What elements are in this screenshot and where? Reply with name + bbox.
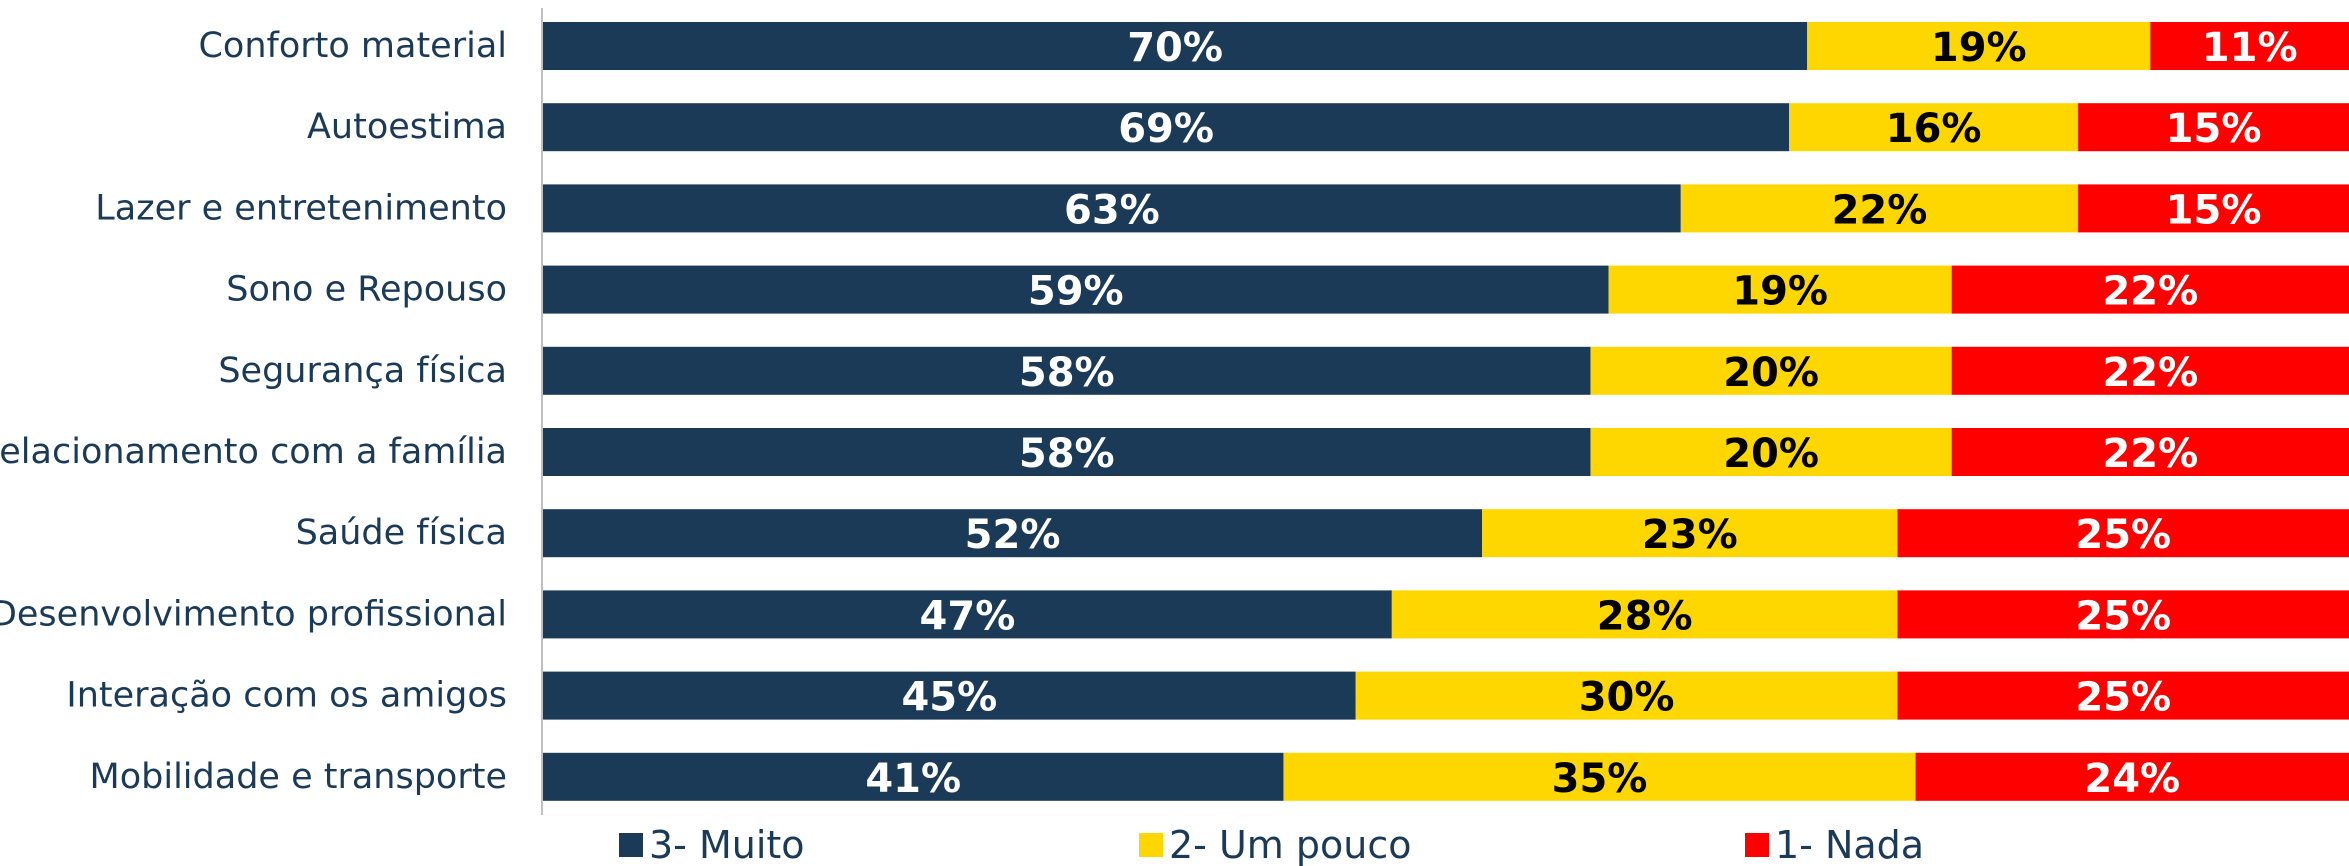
data-label: 23%: [1642, 512, 1738, 558]
bar-segment: [1680, 184, 2079, 233]
data-label: 25%: [2075, 512, 2171, 558]
data-label: 15%: [2166, 106, 2262, 152]
data-label: 58%: [1019, 350, 1115, 396]
data-label: 19%: [1931, 25, 2027, 71]
y-tick-label: Interação com os amigos: [66, 676, 507, 716]
data-label: 69%: [1118, 106, 1214, 152]
data-label: 20%: [1723, 350, 1819, 396]
data-label: 59%: [1028, 269, 1124, 315]
bar-segment: [1951, 346, 2349, 395]
y-tick-label: Desenvolvimento profissional: [0, 594, 507, 634]
bar-segment: [1590, 428, 1952, 476]
bar-segment: [1355, 671, 1898, 720]
data-label: 11%: [2202, 25, 2298, 71]
bar-segment: [1590, 346, 1952, 395]
bar-segment: [1482, 509, 1898, 558]
y-tick-label: Saúde física: [296, 513, 507, 553]
data-label: 47%: [920, 593, 1016, 639]
bar-segment: [1391, 590, 1898, 639]
bar-segment: [1283, 752, 1916, 801]
data-label: 19%: [1732, 269, 1828, 315]
y-tick-label: Relacionamento com a família: [0, 432, 507, 472]
data-label: 28%: [1597, 593, 1693, 639]
data-label: 52%: [965, 512, 1061, 558]
y-tick-label: Conforto material: [198, 26, 507, 66]
bar-segment: [1951, 265, 2349, 314]
data-label: 35%: [1552, 756, 1648, 802]
y-tick-label: Lazer e entretenimento: [95, 188, 507, 228]
bar-segment: [1897, 509, 2349, 558]
data-label: 41%: [865, 756, 961, 802]
y-tick-label: Sono e Repouso: [226, 270, 507, 310]
bar-segment: [543, 103, 1790, 152]
bar-segment: [543, 184, 1681, 233]
y-tick-label: Mobilidade e transporte: [90, 757, 507, 797]
data-label: 22%: [2102, 269, 2198, 315]
data-label: 25%: [2075, 593, 2171, 639]
bar-segment: [1608, 265, 1952, 314]
bar-segment: [543, 428, 1591, 476]
data-label: 24%: [2084, 756, 2180, 802]
bar-segment: [1915, 752, 2349, 801]
bar-segment: [1789, 103, 2079, 152]
data-label: 70%: [1127, 25, 1223, 71]
legend-label: 1- Nada: [1775, 823, 1924, 866]
bar-segment: [2078, 103, 2349, 152]
bar-segment: [1807, 22, 2151, 70]
data-label: 20%: [1723, 431, 1819, 477]
data-label: 15%: [2166, 187, 2262, 233]
data-label: 58%: [1019, 431, 1115, 477]
data-label: 63%: [1064, 187, 1160, 233]
bar-segment: [543, 509, 1483, 558]
bar-segment: [543, 671, 1356, 720]
data-label: 22%: [2102, 350, 2198, 396]
legend-swatch: [1139, 833, 1163, 857]
y-tick-label: Segurança física: [218, 351, 507, 391]
bar-segment: [1951, 428, 2349, 476]
bar-segment: [543, 590, 1392, 639]
bar-segment: [2078, 184, 2349, 233]
data-label: 16%: [1886, 106, 1982, 152]
data-label: 30%: [1579, 675, 1675, 721]
bar-segment: [2150, 22, 2349, 70]
bar-segment: [543, 265, 1609, 314]
data-label: 22%: [1832, 187, 1928, 233]
legend-label: 2- Um pouco: [1169, 823, 1411, 866]
bar-segment: [543, 752, 1284, 801]
bar-segment: [543, 346, 1591, 395]
bar-segment: [1897, 671, 2349, 720]
legend-swatch: [619, 833, 643, 857]
legend-label: 3- Muito: [649, 823, 805, 866]
data-label: 45%: [901, 675, 997, 721]
bar-segment: [543, 22, 1808, 70]
data-label: 22%: [2102, 431, 2198, 477]
bar-segment: [1897, 590, 2349, 639]
legend-swatch: [1745, 833, 1769, 857]
data-label: 25%: [2075, 675, 2171, 721]
y-tick-label: Autoestima: [307, 107, 507, 147]
